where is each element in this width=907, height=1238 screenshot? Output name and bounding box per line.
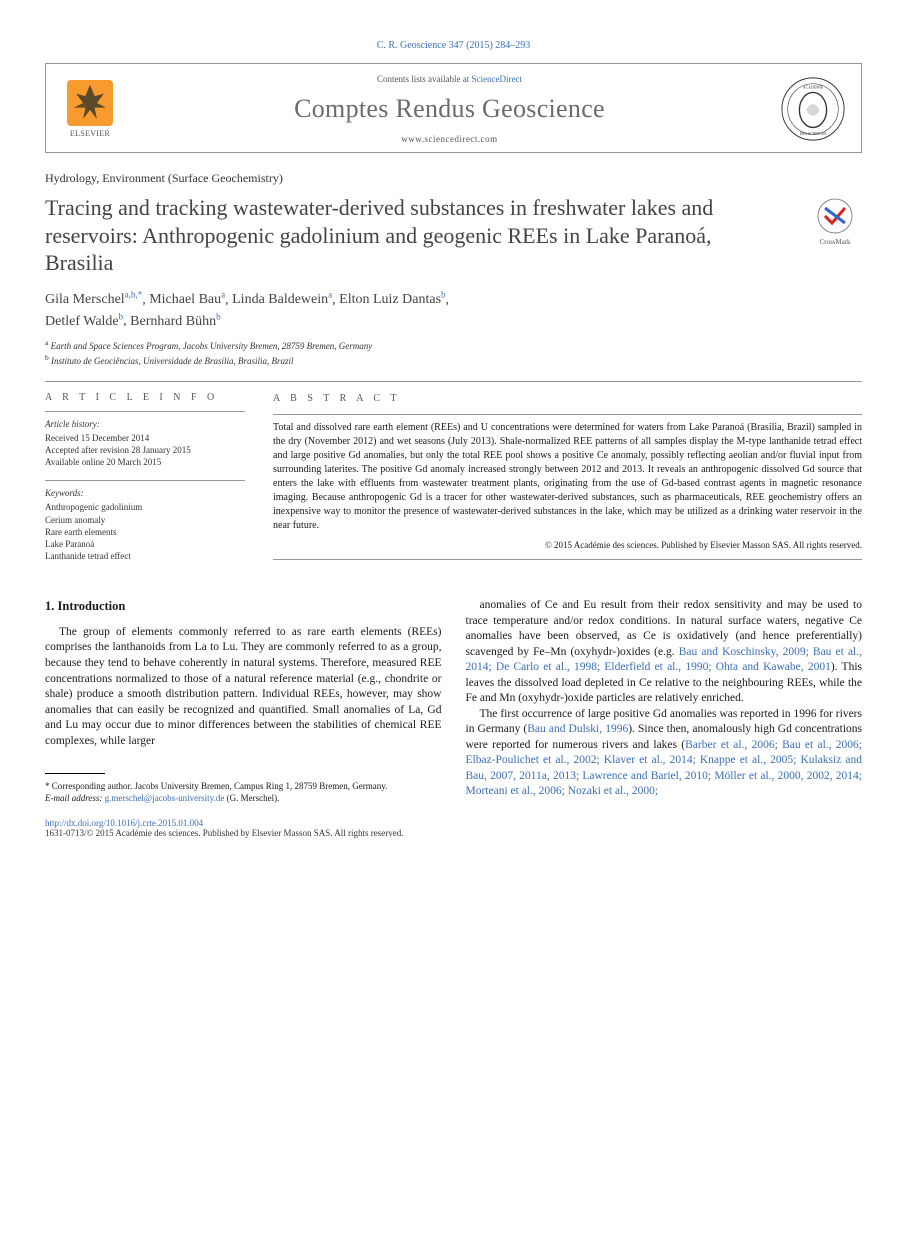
academie-logo: ACADÉMIE DES SCIENCES [779,75,847,143]
abstract-text: Total and dissolved rare earth element (… [273,421,862,533]
elsevier-label: ELSEVIER [70,129,110,138]
contents-prefix: Contents lists available at [377,74,471,84]
svg-text:DES SCIENCES: DES SCIENCES [800,132,827,136]
history-line: Accepted after revision 28 January 2015 [45,444,245,456]
journal-url[interactable]: www.sciencedirect.com [120,134,779,144]
keyword: Cerium anomaly [45,514,245,526]
crossmark-label: CrossMark [819,238,851,246]
affiliation: a Earth and Space Sciences Program, Jaco… [45,338,862,352]
top-citation: C. R. Geoscience 347 (2015) 284–293 [45,40,862,51]
author: Elton Luiz Dantasb [339,292,445,307]
corresponding-author: * Corresponding author. Jacobs Universit… [45,780,442,804]
sciencedirect-link[interactable]: ScienceDirect [472,74,522,84]
body-column-right: anomalies of Ce and Eu result from their… [466,598,863,804]
body-column-left: 1. Introduction The group of elements co… [45,598,442,804]
section-label: Hydrology, Environment (Surface Geochemi… [45,171,862,186]
affiliation: b Instituto de Geociências, Universidade… [45,353,862,367]
intro-heading: 1. Introduction [45,598,442,615]
elsevier-tree-icon [67,80,113,126]
footnote-divider [45,773,105,774]
journal-title: Comptes Rendus Geoscience [120,94,779,124]
corresp-person: (G. Merschel). [227,793,280,803]
history-line: Received 15 December 2014 [45,432,245,444]
footer-copyright: 1631-0713/© 2015 Académie des sciences. … [45,828,862,838]
doi-link[interactable]: http://dx.doi.org/10.1016/j.crte.2015.01… [45,818,862,828]
crossmark-badge[interactable]: CrossMark [808,194,862,248]
keywords-label: Keywords: [45,487,245,499]
corresp-email-link[interactable]: g.merschel@jacobs-university.de [105,793,225,803]
corresp-label: * Corresponding author. Jacobs Universit… [45,780,442,792]
author: Gila Merschela,b,* [45,292,142,307]
author: Detlef Waldeb [45,314,123,329]
keyword: Lanthanide tetrad effect [45,550,245,562]
history-line: Available online 20 March 2015 [45,456,245,468]
author: Michael Baua [149,292,225,307]
abstract-heading: A B S T R A C T [273,392,862,406]
body-paragraph: The first occurrence of large positive G… [466,707,863,800]
article-info-heading: A R T I C L E I N F O [45,392,245,403]
email-label: E-mail address: [45,793,102,803]
abstract-column: A B S T R A C T Total and dissolved rare… [273,392,862,574]
keyword: Lake Paranoá [45,538,245,550]
abstract-copyright: © 2015 Académie des sciences. Published … [273,539,862,552]
keyword: Rare earth elements [45,526,245,538]
article-info-column: A R T I C L E I N F O Article history: R… [45,392,245,574]
journal-header: ELSEVIER Contents lists available at Sci… [45,63,862,153]
contents-line: Contents lists available at ScienceDirec… [120,74,779,84]
body-paragraph: anomalies of Ce and Eu result from their… [466,598,863,707]
author: Linda Baldeweina [232,292,332,307]
author-list: Gila Merschela,b,*, Michael Baua, Linda … [45,289,862,333]
body-paragraph: The group of elements commonly referred … [45,625,442,749]
svg-text:ACADÉMIE: ACADÉMIE [803,85,824,90]
elsevier-logo: ELSEVIER [60,74,120,144]
divider [45,381,862,382]
history-label: Article history: [45,418,245,430]
keyword: Anthropogenic gadolinium [45,501,245,513]
article-title: Tracing and tracking wastewater-derived … [45,194,765,277]
citation-link[interactable]: Bau and Dulski, 1996 [527,723,628,735]
author: Bernhard Bühnb [130,314,220,329]
